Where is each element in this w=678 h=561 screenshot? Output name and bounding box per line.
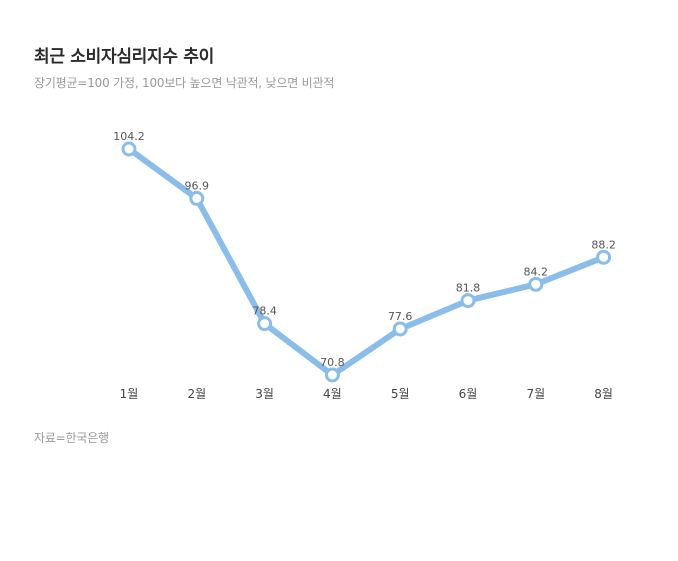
data-label-layer: 104.2 96.9 78.4 70.8 77.6 81.8 84.2 88.2 [113, 130, 616, 369]
data-point [528, 276, 544, 292]
data-point [257, 316, 273, 332]
x-tick-label: 8월 [594, 387, 613, 401]
series-line [126, 146, 607, 378]
data-source: 자료=한국은행 [34, 431, 109, 445]
chart-title: 최근 소비자심리지수 추이 [34, 47, 214, 67]
x-tick-label: 5월 [391, 387, 410, 401]
data-label: 77.6 [388, 310, 413, 323]
x-tick-label: 4월 [323, 387, 342, 401]
data-label: 88.2 [591, 238, 616, 251]
data-label: 84.2 [524, 265, 549, 278]
data-label: 104.2 [113, 130, 145, 143]
x-tick-label: 2월 [187, 387, 206, 401]
chart-subtitle: 장기평균=100 가정, 100보다 높으면 낙관적, 낮으면 비관적 [34, 76, 335, 90]
x-tick-label: 6월 [459, 387, 478, 401]
data-point [596, 249, 612, 265]
data-label: 70.8 [320, 356, 345, 369]
data-label: 78.4 [252, 305, 277, 318]
x-tick-label: 3월 [255, 387, 274, 401]
data-label: 96.9 [185, 179, 210, 192]
data-point [324, 367, 340, 383]
data-point-layer [121, 141, 612, 383]
x-tick-label: 7월 [526, 387, 545, 401]
x-axis-tick-layer: 1월 2월 3월 4월 5월 6월 7월 8월 [120, 387, 613, 401]
data-point [121, 141, 137, 157]
data-point [392, 321, 408, 337]
data-point [460, 293, 476, 309]
data-label: 81.8 [456, 282, 481, 295]
series-line-layer [126, 146, 607, 378]
data-point [189, 190, 205, 206]
x-tick-label: 1월 [120, 387, 139, 401]
